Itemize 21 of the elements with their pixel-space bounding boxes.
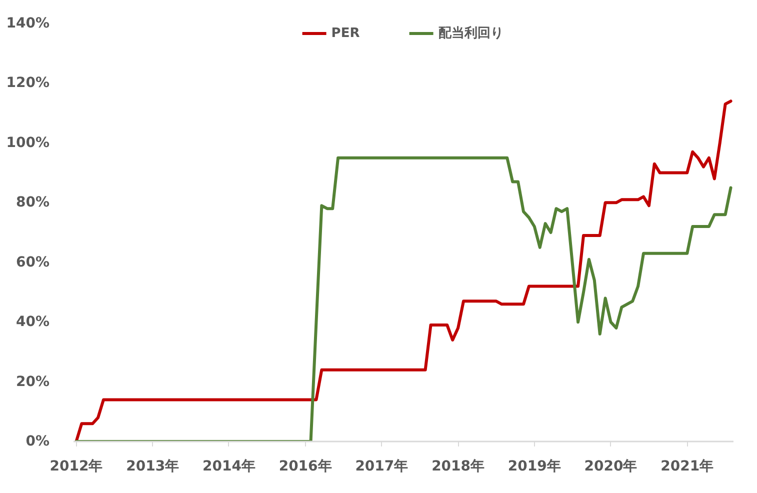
x-tick-label: 2013年 — [126, 458, 180, 474]
x-tick-label: 2012年 — [50, 458, 103, 474]
y-tick-label: 60% — [16, 254, 50, 270]
y-tick-label: 20% — [16, 374, 50, 390]
x-tick-label: 2021年 — [660, 458, 714, 474]
x-tick-label: 2017年 — [355, 458, 408, 474]
line-series — [74, 156, 732, 442]
y-tick-label: 140% — [6, 16, 50, 32]
x-tick-label: 2016年 — [278, 458, 332, 474]
legend-label: 配当利回り — [438, 25, 504, 42]
legend-label: PER — [331, 26, 360, 40]
x-tick-label: 2014年 — [202, 458, 256, 474]
y-tick-label: 100% — [6, 134, 50, 151]
line-series — [74, 100, 732, 442]
x-tick-label: 2019年 — [508, 458, 561, 474]
x-tick-label: 2018年 — [432, 458, 485, 474]
y-tick-label: 80% — [16, 194, 50, 211]
x-tick-label: 2020年 — [584, 458, 638, 474]
y-tick-label: 40% — [16, 314, 50, 330]
y-tick-label: 0% — [26, 434, 50, 450]
y-tick-label: 120% — [6, 75, 50, 92]
